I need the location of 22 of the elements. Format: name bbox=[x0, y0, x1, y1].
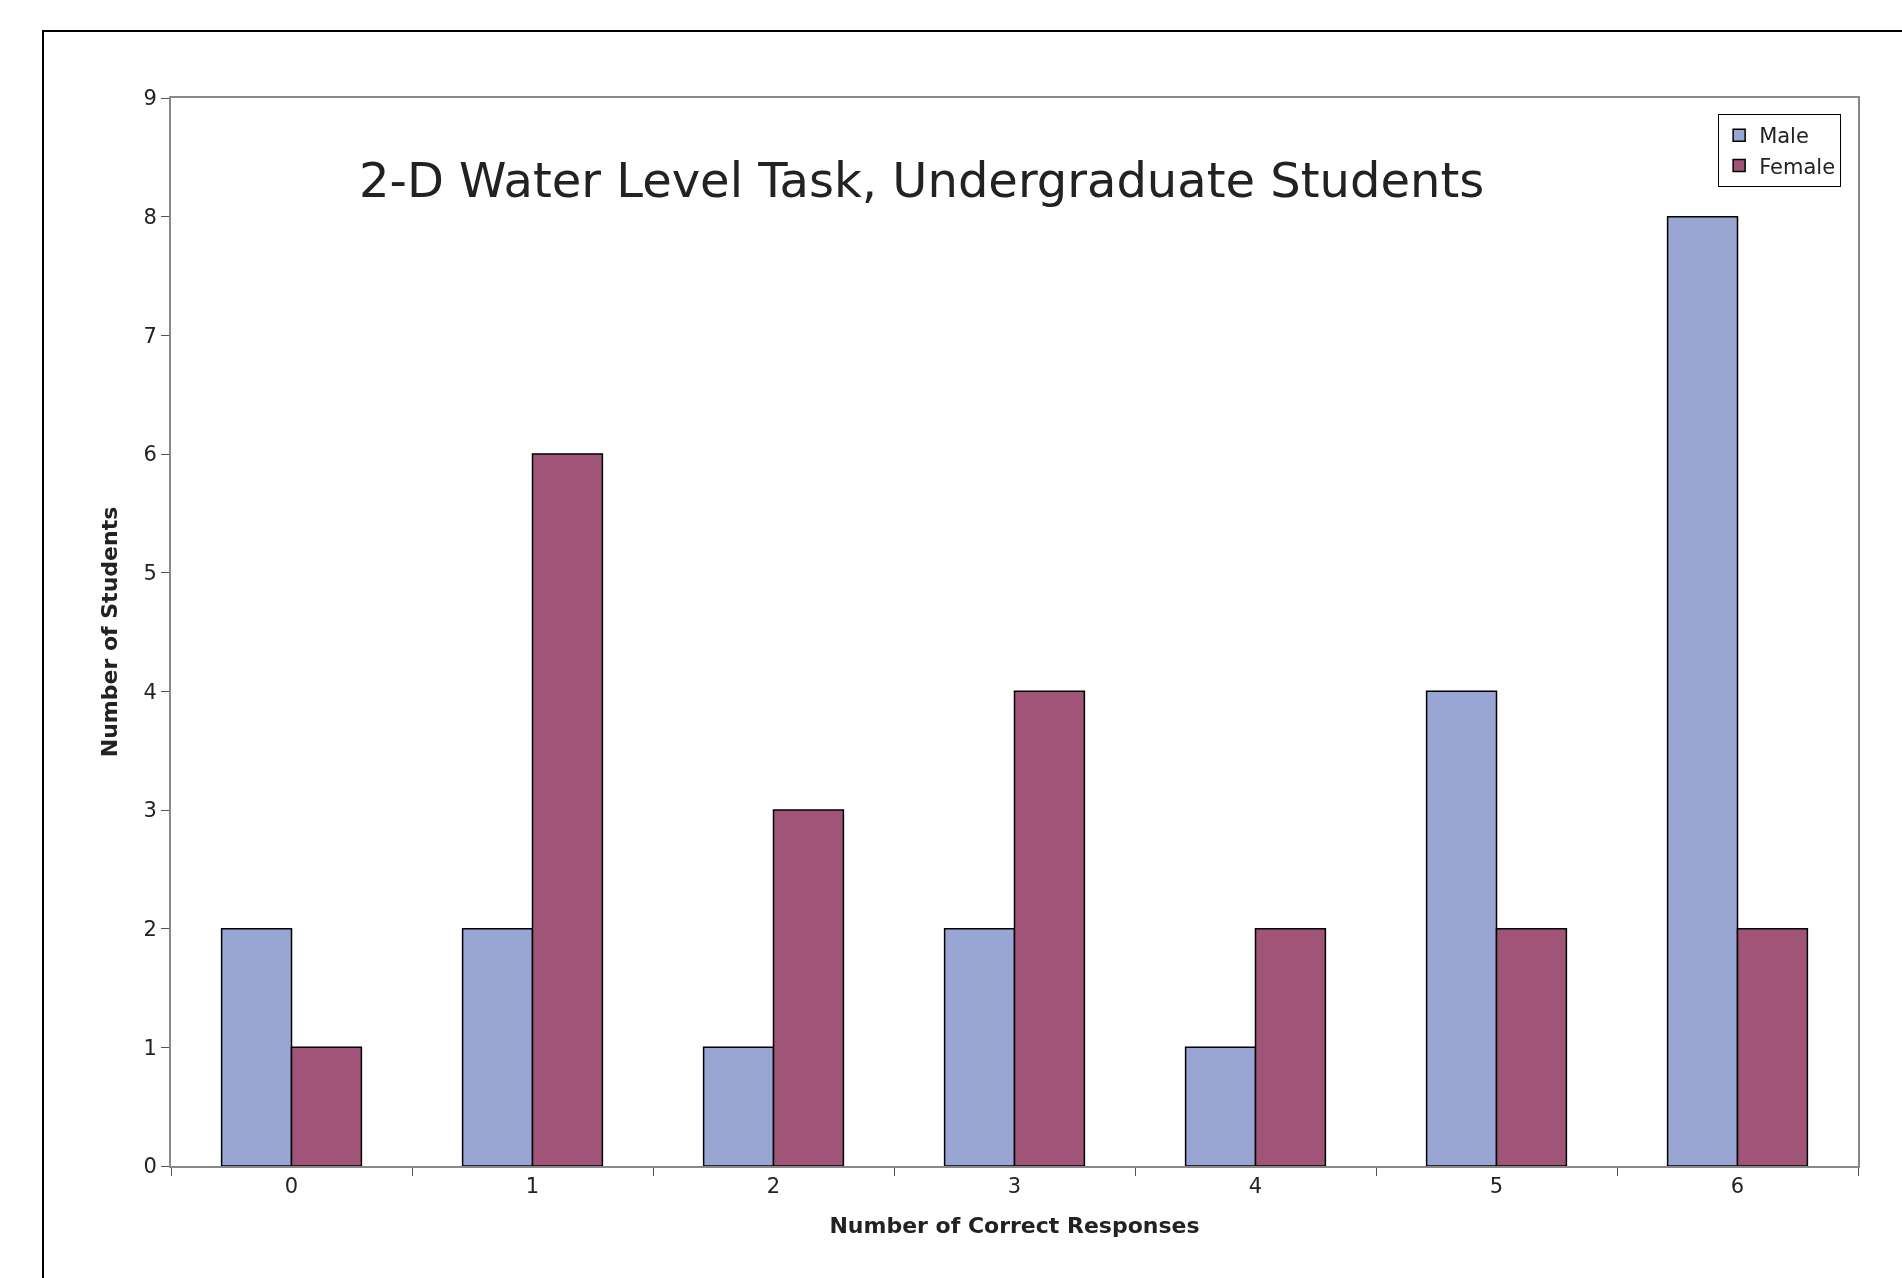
legend-label: Male bbox=[1759, 124, 1809, 149]
x-tick-label: 5 bbox=[1489, 1174, 1504, 1199]
y-tick-label: 5 bbox=[143, 561, 157, 586]
y-tick-label: 9 bbox=[143, 86, 157, 111]
x-tick-label: 2 bbox=[766, 1174, 781, 1199]
legend-label: Female bbox=[1759, 154, 1836, 179]
y-tick-label: 6 bbox=[143, 442, 157, 467]
y-tick-label: 2 bbox=[143, 917, 157, 942]
x-tick-label: 6 bbox=[1730, 1174, 1745, 1199]
x-axis-title: Number of Correct Responses bbox=[829, 1212, 1200, 1238]
y-tick-label: 7 bbox=[143, 323, 157, 348]
text: 2-D Water Level Task, Undergraduate Students bbox=[359, 151, 1485, 208]
y-tick-label: 8 bbox=[143, 205, 157, 230]
x-tick-label: 4 bbox=[1248, 1174, 1263, 1199]
y-axis-title: Number of Students bbox=[96, 506, 122, 758]
x-tick-label: 3 bbox=[1007, 1174, 1022, 1199]
y-tick-label: 4 bbox=[143, 679, 157, 704]
y-tick-label: 1 bbox=[143, 1035, 157, 1060]
x-tick-label: 1 bbox=[525, 1174, 540, 1199]
y-tick-label: 0 bbox=[143, 1154, 157, 1179]
x-tick-label: 0 bbox=[284, 1174, 299, 1199]
y-tick-label: 3 bbox=[143, 798, 157, 823]
